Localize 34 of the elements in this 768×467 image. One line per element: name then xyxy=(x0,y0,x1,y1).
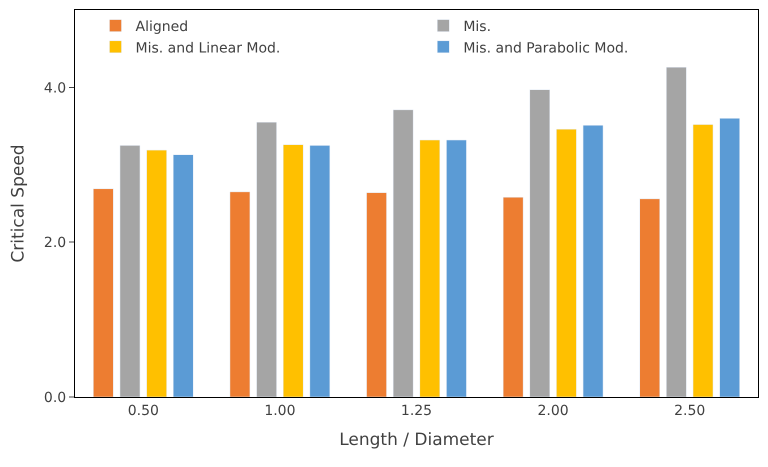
legend-label: Mis. and Linear Mod. xyxy=(135,40,280,56)
bar xyxy=(692,124,714,397)
bar xyxy=(310,145,330,397)
y-tick-label: 4.0 xyxy=(44,80,66,96)
bar xyxy=(446,140,467,397)
x-axis-title: Length / Diameter xyxy=(339,430,494,450)
legend-label: Mis. and Parabolic Mod. xyxy=(463,40,628,56)
bar xyxy=(502,197,524,397)
bar xyxy=(120,145,140,397)
x-tick-label: 2.00 xyxy=(538,402,569,419)
legend-label: Mis. xyxy=(463,19,492,36)
bar xyxy=(173,154,194,397)
legend-label: Aligned xyxy=(135,19,188,36)
bar xyxy=(230,192,250,397)
bar xyxy=(719,118,740,397)
x-tick-label: 1.00 xyxy=(264,402,296,419)
bar xyxy=(530,89,550,397)
bar xyxy=(93,188,114,397)
bar xyxy=(640,198,660,397)
bar xyxy=(366,192,387,397)
bar xyxy=(392,110,414,397)
y-tick-label: 2.0 xyxy=(44,235,66,252)
y-tick-label: 0.0 xyxy=(44,390,66,406)
x-tick-label: 2.50 xyxy=(674,402,706,419)
bar xyxy=(556,128,577,397)
bar xyxy=(666,67,687,397)
bar xyxy=(582,125,604,397)
bar xyxy=(256,122,277,397)
x-tick-label: 0.50 xyxy=(128,402,159,419)
bar xyxy=(282,144,304,397)
x-tick-label: 1.25 xyxy=(400,402,432,419)
y-axis-title: Critical Speed xyxy=(8,144,28,263)
bar xyxy=(146,150,167,397)
bar xyxy=(420,140,440,397)
